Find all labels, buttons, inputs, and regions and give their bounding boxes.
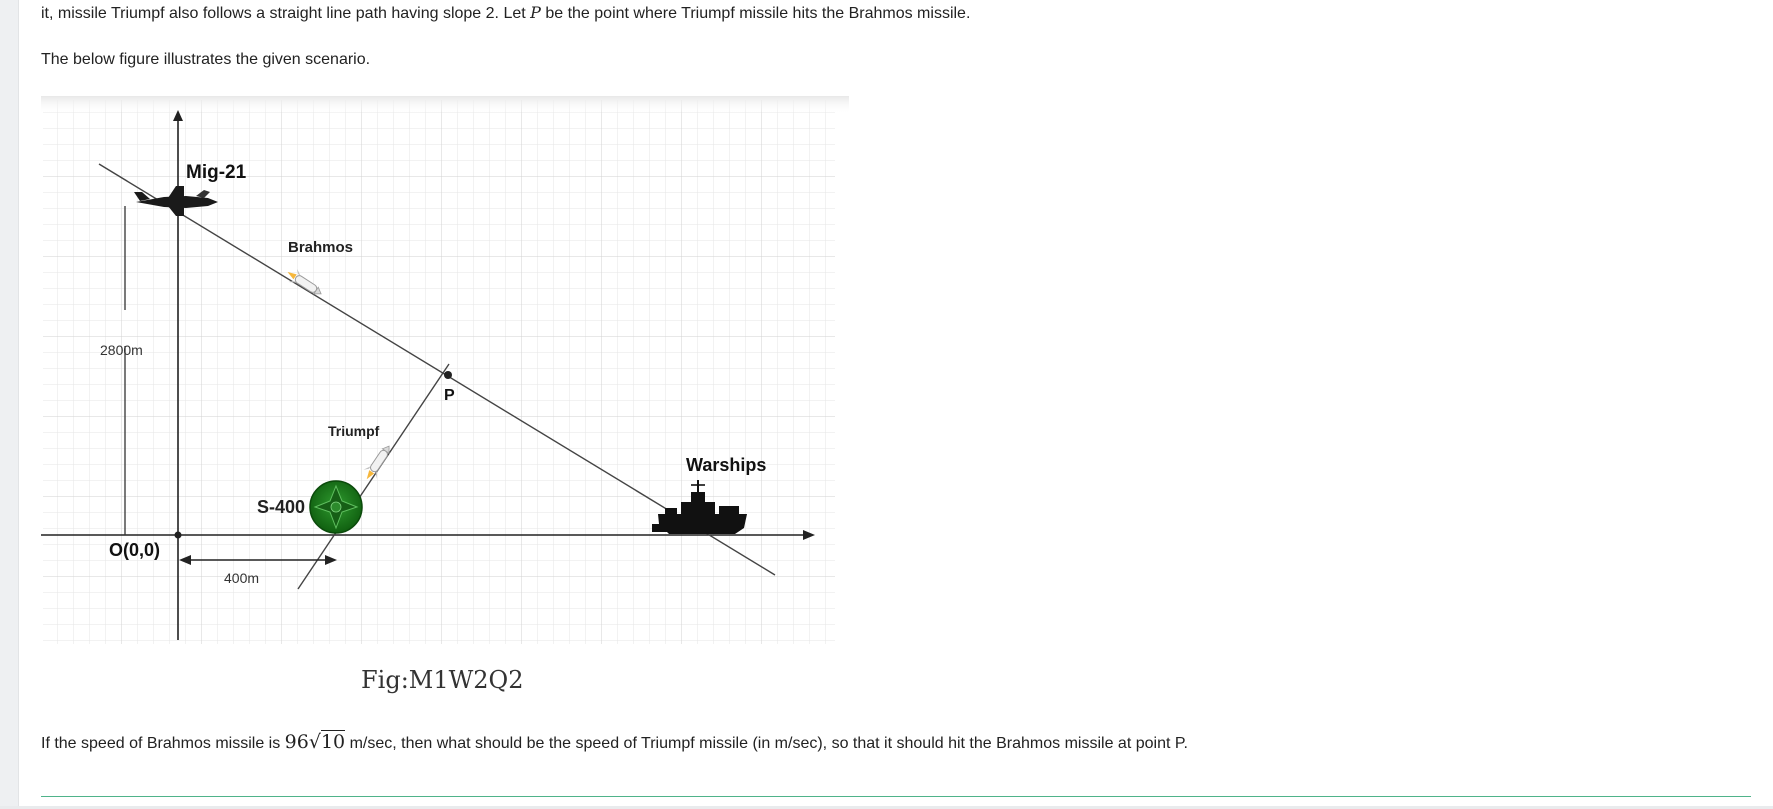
question-text: If the speed of Brahmos missile is 96√10… (41, 730, 1188, 754)
figure-intro-text: The below figure illustrates the given s… (41, 51, 371, 68)
mig-21-label: Mig-21 (186, 162, 247, 183)
s400-emblem-icon (309, 480, 363, 534)
origin-point (174, 531, 182, 539)
triumpf-label: Triumpf (328, 423, 380, 439)
missile-icon (363, 445, 390, 480)
problem-text-part: be the point where Triumpf missile hits … (540, 5, 971, 22)
brahmos-label: Brahmos (288, 239, 353, 256)
figure-top-shade (41, 96, 849, 114)
x-axis-arrowhead (803, 530, 815, 540)
sqrt-symbol: √ (308, 731, 321, 753)
speed-coefficient: 96 (284, 731, 309, 753)
answer-divider (41, 796, 1751, 797)
point-p-label: P (444, 387, 455, 404)
bottom-border (0, 806, 1773, 809)
missile-icon (287, 268, 322, 295)
brahmos-path-line (98, 163, 776, 576)
math-variable-p: P (530, 3, 541, 22)
figure-caption: Fig:M1W2Q2 (361, 666, 524, 694)
warships-label: Warships (686, 455, 766, 475)
s400-label: S-400 (257, 497, 305, 517)
warship-icon (652, 480, 747, 534)
problem-text-top: it, missile Triumpf also follows a strai… (41, 3, 970, 24)
distance-label: 400m (224, 570, 259, 586)
intersection-point-p (444, 371, 452, 379)
grid-background (43, 100, 835, 644)
question-text-part: m/sec, then what should be the speed of … (345, 735, 1188, 752)
question-text-part: If the speed of Brahmos missile is (41, 735, 285, 752)
origin-label: O(0,0) (109, 540, 160, 560)
scenario-figure: Mig-21 Brahmos 2800m P Triumpf Warships … (41, 96, 849, 649)
triumpf-path-line (297, 363, 450, 590)
sqrt-radicand: 10 (320, 730, 346, 753)
height-label: 2800m (100, 342, 143, 358)
left-gutter (0, 0, 19, 809)
problem-text-part: it, missile Triumpf also follows a strai… (41, 5, 531, 22)
distance-arrowhead-left (179, 555, 191, 565)
distance-arrowhead-right (325, 555, 337, 565)
question-content: it, missile Triumpf also follows a strai… (41, 0, 1751, 809)
fighter-jet-icon (134, 186, 218, 216)
y-axis-arrowhead (173, 110, 183, 121)
scenario-diagram: Mig-21 Brahmos 2800m P Triumpf Warships … (41, 96, 849, 649)
